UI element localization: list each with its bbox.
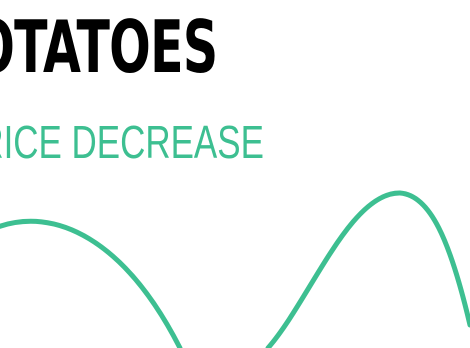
page-title: POTATOES	[0, 5, 218, 89]
wave-curve	[0, 190, 470, 348]
page-subtitle: PRICE DECREASE	[0, 116, 264, 168]
